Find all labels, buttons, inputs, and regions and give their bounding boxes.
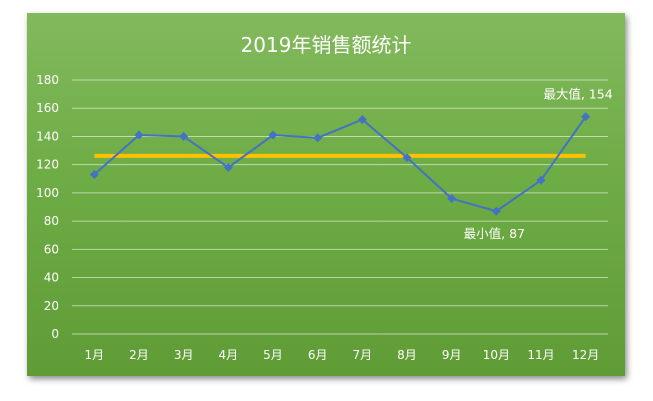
x-axis-ticks: 1月 2月 3月 4月 5月 6月 7月 8月 9月 10月 11月 12月 <box>85 348 600 362</box>
annotations: 最大值, 154 最小值, 87 <box>464 87 613 242</box>
x-tick-label: 8月 <box>397 348 417 362</box>
y-tick-label: 40 <box>44 271 59 285</box>
data-point <box>268 130 278 140</box>
x-tick-label: 3月 <box>174 348 194 362</box>
x-tick-label: 4月 <box>219 348 239 362</box>
data-point <box>536 175 546 185</box>
y-tick-label: 20 <box>44 299 59 313</box>
y-tick-label: 140 <box>36 129 59 143</box>
y-tick-label: 160 <box>36 101 59 115</box>
data-point <box>89 170 99 180</box>
x-tick-label: 7月 <box>353 348 373 362</box>
data-point <box>402 153 412 163</box>
x-tick-label: 2月 <box>129 348 149 362</box>
x-tick-label: 5月 <box>263 348 283 362</box>
chart-title: 2019年销售额统计 <box>241 33 412 57</box>
y-axis-ticks: 0 20 40 60 80 100 120 140 160 180 <box>36 73 59 341</box>
data-point <box>223 162 233 172</box>
y-tick-label: 120 <box>36 158 59 172</box>
y-tick-label: 80 <box>44 214 59 228</box>
x-tick-label: 6月 <box>308 348 328 362</box>
chart-card <box>27 13 625 376</box>
x-tick-label: 10月 <box>483 348 510 362</box>
data-point <box>134 130 144 140</box>
data-point <box>581 112 591 122</box>
y-tick-label: 180 <box>36 73 59 87</box>
data-point <box>491 206 501 216</box>
y-tick-label: 0 <box>51 327 59 341</box>
x-tick-label: 9月 <box>442 348 462 362</box>
data-point <box>313 133 323 143</box>
max-annotation: 最大值, 154 <box>543 87 612 102</box>
series-group <box>89 112 591 216</box>
x-tick-label: 12月 <box>572 348 599 362</box>
x-tick-label: 11月 <box>527 348 554 362</box>
data-point <box>357 115 367 125</box>
y-tick-label: 100 <box>36 186 59 200</box>
series-line <box>93 116 587 213</box>
data-point <box>447 194 457 204</box>
gridlines <box>72 79 608 335</box>
min-annotation: 最小值, 87 <box>464 226 525 241</box>
data-point <box>179 131 189 141</box>
y-tick-label: 60 <box>44 242 59 256</box>
x-tick-label: 1月 <box>85 348 105 362</box>
